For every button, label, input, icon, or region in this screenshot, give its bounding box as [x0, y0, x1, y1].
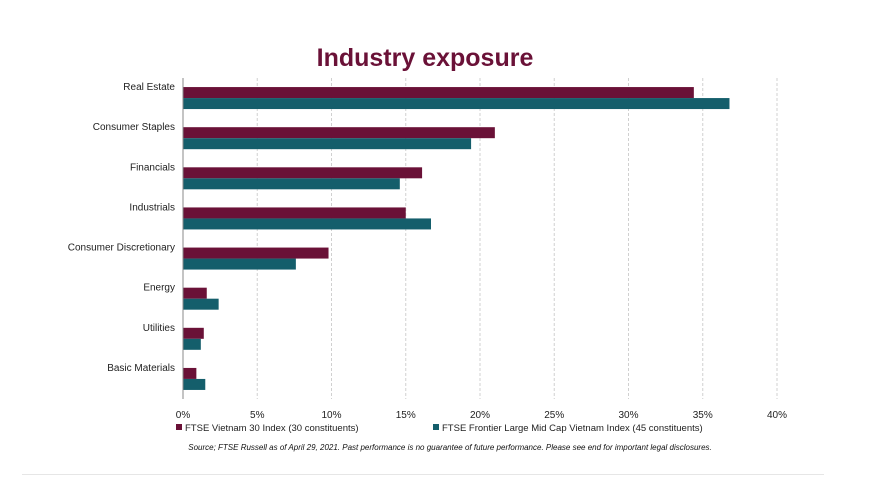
category-label: Consumer Staples — [93, 122, 175, 133]
legend-label: FTSE Vietnam 30 Index (30 constituents) — [185, 423, 359, 434]
x-tick-label: 35% — [693, 410, 713, 421]
bar — [183, 178, 400, 190]
bar — [183, 327, 204, 339]
x-tick-label: 40% — [767, 410, 787, 421]
bar — [183, 258, 296, 270]
x-tick-label: 30% — [618, 410, 638, 421]
bar — [183, 138, 472, 150]
x-tick-label: 20% — [470, 410, 490, 421]
x-tick-label: 25% — [544, 410, 564, 421]
bar — [183, 127, 495, 139]
gridlines — [256, 78, 778, 399]
x-tick-label: 5% — [250, 410, 265, 421]
x-tick-label: 0% — [176, 410, 191, 421]
bar — [183, 367, 197, 379]
legend: FTSE Vietnam 30 Index (30 constituents) F… — [176, 423, 703, 434]
x-tick-label: 15% — [396, 410, 416, 421]
bars — [183, 87, 730, 390]
chart-title: Industry exposure — [316, 44, 534, 72]
x-tick-labels: 0% 5% 10% 15% 20% 25% 30% 35% 40% — [176, 410, 787, 421]
bar — [183, 287, 207, 299]
category-label: Consumer Discretionary — [68, 243, 175, 254]
category-label: Real Estate — [123, 82, 175, 93]
category-label: Industrials — [129, 202, 175, 213]
bar — [183, 218, 431, 230]
legend-swatch — [433, 424, 439, 430]
category-label: Financials — [130, 162, 175, 173]
bar — [183, 298, 219, 310]
bar — [183, 87, 694, 99]
bar — [183, 167, 423, 179]
category-label: Energy — [143, 283, 175, 294]
bar — [183, 98, 730, 110]
category-label: Basic Materials — [107, 363, 175, 374]
bar — [183, 247, 329, 259]
legend-swatch — [176, 424, 182, 430]
x-tick-label: 10% — [321, 410, 341, 421]
legend-label: FTSE Frontier Large Mid Cap Vietnam Inde… — [442, 423, 703, 434]
category-labels: Real Estate Consumer Staples Financials Ind… — [68, 82, 176, 374]
category-label: Utilities — [143, 323, 175, 334]
source-note: Source; FTSE Russell as of April 29, 202… — [188, 443, 712, 452]
footer-divider — [22, 474, 824, 475]
bar — [183, 378, 206, 390]
bar — [183, 338, 201, 350]
bar — [183, 207, 406, 219]
